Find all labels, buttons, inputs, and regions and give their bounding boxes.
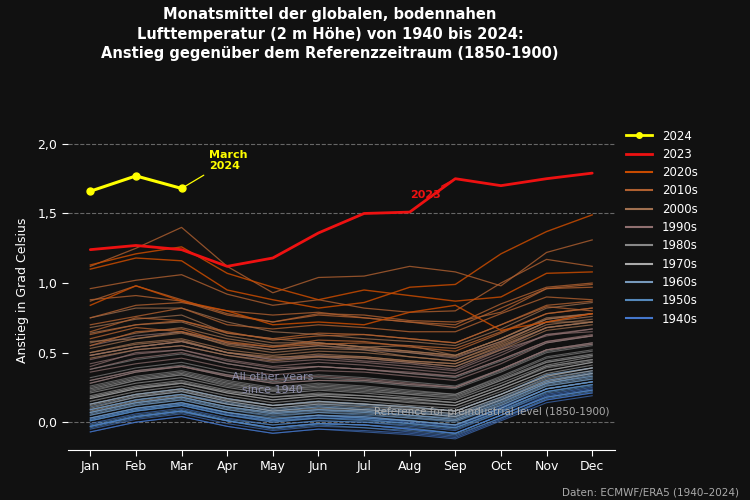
Text: Daten: ECMWF/ERA5 (1940–2024): Daten: ECMWF/ERA5 (1940–2024) <box>562 488 739 498</box>
Y-axis label: Anstieg in Grad Celsius: Anstieg in Grad Celsius <box>16 218 28 362</box>
Text: All other years
since 1940: All other years since 1940 <box>232 372 314 395</box>
Text: March
2024: March 2024 <box>184 150 248 187</box>
Text: 2023: 2023 <box>410 180 453 201</box>
Text: Monatsmittel der globalen, bodennahen
Lufttemperatur (2 m Höhe) von 1940 bis 202: Monatsmittel der globalen, bodennahen Lu… <box>101 8 559 61</box>
Legend: 2024, 2023, 2020s, 2010s, 2000s, 1990s, 1980s, 1970s, 1960s, 1950s, 1940s: 2024, 2023, 2020s, 2010s, 2000s, 1990s, … <box>626 130 698 326</box>
Text: Reference for preindustrial level (1850-1900): Reference for preindustrial level (1850-… <box>374 408 610 418</box>
